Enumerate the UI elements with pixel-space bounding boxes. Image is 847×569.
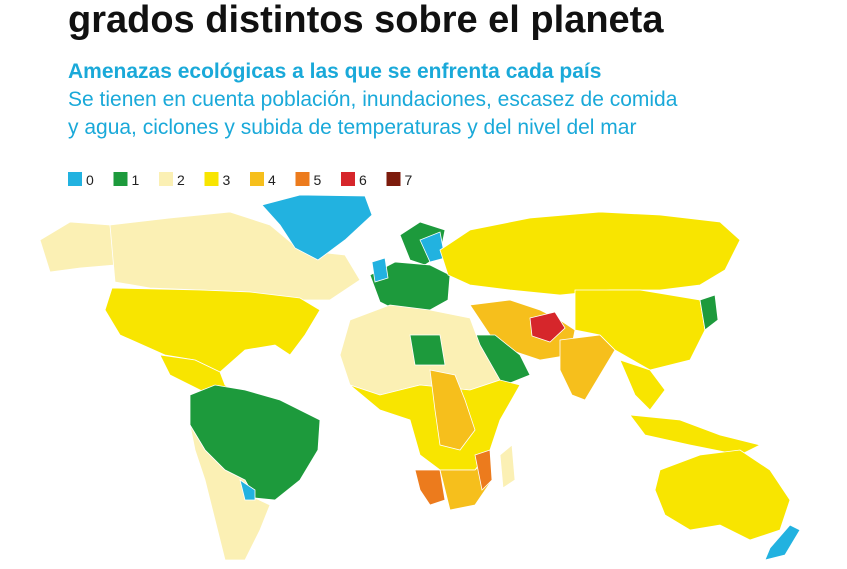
region	[349, 379, 521, 471]
legend-swatch	[113, 172, 128, 186]
legend-swatch	[341, 172, 355, 186]
region	[261, 194, 373, 261]
legend-swatch	[68, 172, 82, 186]
region	[559, 334, 616, 401]
region	[474, 449, 493, 491]
legend-label: 0	[86, 172, 94, 188]
legend-swatch	[386, 172, 401, 186]
subtitle: Amenazas ecológicas a las que se enfrent…	[68, 60, 601, 83]
region	[239, 479, 256, 501]
region	[409, 334, 446, 366]
region	[699, 294, 719, 331]
legend-swatch	[159, 172, 173, 186]
region	[369, 261, 451, 313]
region	[429, 369, 476, 451]
description-line: y agua, ciclones y subida de temperatura…	[68, 116, 636, 139]
legend: 0 1 2 3 4 5 6 7	[68, 172, 413, 188]
description-line: Se tienen en cuenta población, inundacio…	[68, 88, 678, 111]
region	[414, 469, 446, 506]
title: grados distintos sobre el planeta	[68, 0, 664, 41]
legend-label: 3	[223, 172, 231, 188]
legend-label: 5	[314, 172, 322, 188]
region	[104, 287, 321, 373]
legend-label: 2	[177, 172, 185, 188]
world-map	[39, 194, 801, 561]
region	[39, 221, 116, 273]
region	[109, 211, 361, 301]
legend-label: 4	[268, 172, 276, 188]
region	[574, 289, 706, 371]
legend-label: 1	[132, 172, 140, 188]
region	[764, 524, 801, 561]
region	[439, 211, 741, 296]
legend-label: 6	[359, 172, 367, 188]
region	[619, 359, 666, 411]
region	[189, 424, 271, 561]
legend-swatch	[250, 172, 264, 186]
region	[529, 311, 566, 343]
region	[371, 257, 389, 283]
legend-label: 7	[405, 172, 413, 188]
legend-swatch	[295, 172, 310, 186]
region	[629, 414, 762, 456]
region	[654, 449, 791, 541]
legend-swatch	[204, 172, 219, 186]
region	[499, 444, 516, 489]
